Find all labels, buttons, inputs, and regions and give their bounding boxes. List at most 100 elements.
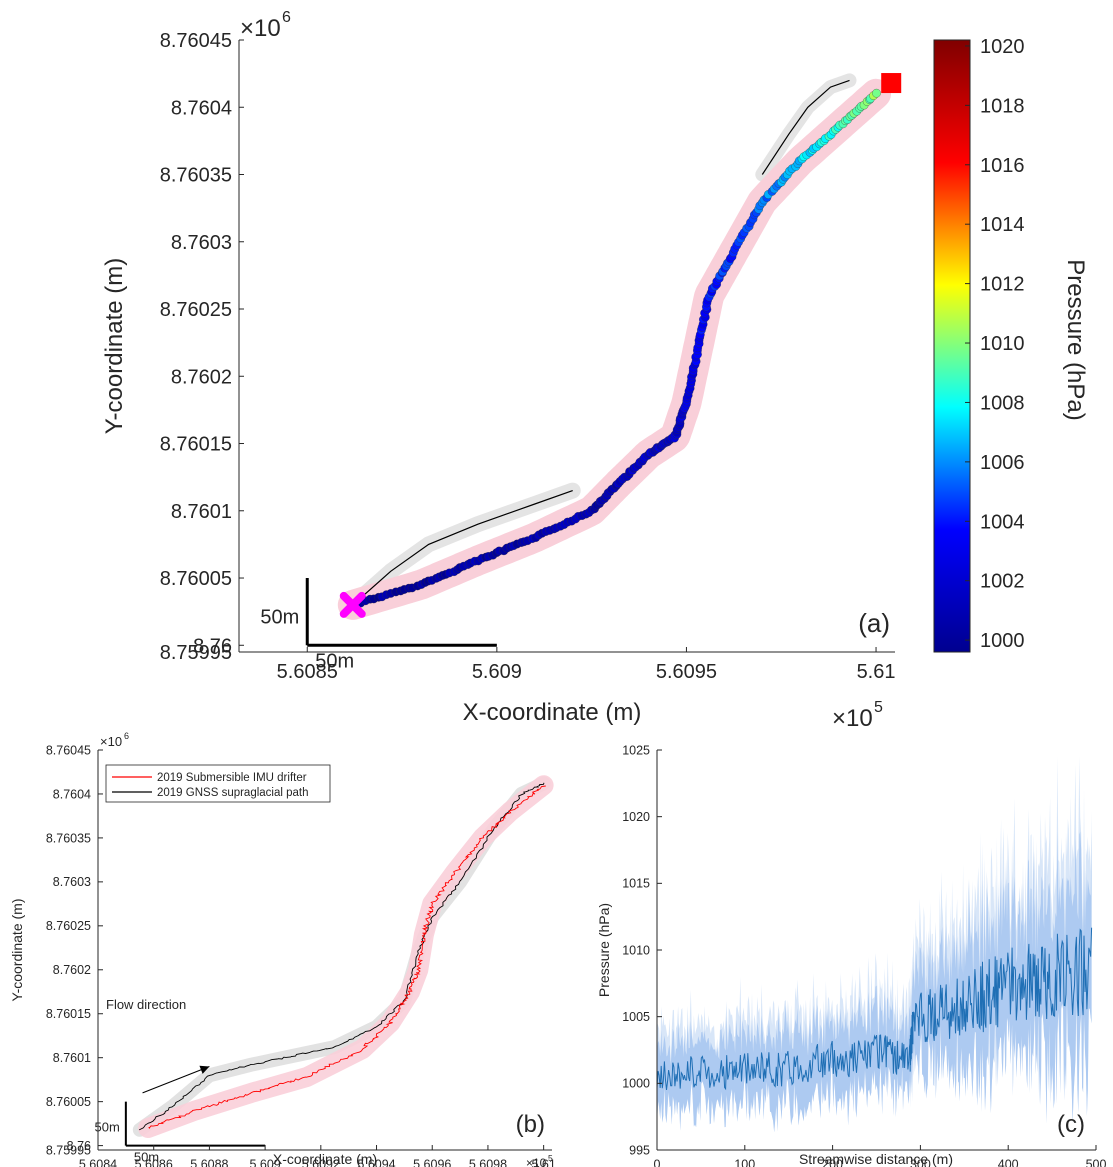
b-x-tick-label: 5.6086 — [135, 1158, 173, 1167]
b-y-tick-label: 8.76015 — [46, 1007, 91, 1021]
colorbar-tick-label: 1020 — [980, 36, 1025, 58]
b-y-tick-label: 8.76025 — [46, 919, 91, 933]
b-x-tick-label: 5.61 — [531, 1158, 555, 1167]
legend-entry: 2019 GNSS supraglacial path — [157, 787, 309, 799]
a-x-tick-label: 5.6095 — [656, 661, 717, 683]
c-x-axis-label: Streamwise distance (m) — [799, 1151, 953, 1167]
pressure-point — [872, 88, 881, 98]
panel-b: Flow direction 50m 50m 5.6084 5.6086 5.6088 5.… — [9, 731, 556, 1167]
colorbar — [933, 39, 971, 653]
a-y-exponent-label: ×10 — [240, 15, 281, 42]
b-x-tick-label: 5.6092 — [302, 1158, 340, 1167]
colorbar-tick-label: 1012 — [980, 274, 1025, 296]
c-panel-label: (c) — [1057, 1111, 1085, 1138]
b-x-tick-label: 5.6084 — [79, 1158, 117, 1167]
b-y-tick-label: 8.7604 — [53, 787, 91, 801]
a-x-exponent-label: ×10 — [832, 705, 873, 732]
colorbar-tick-label: 1006 — [980, 452, 1025, 474]
a-x-axis-label: X-coordinate (m) — [463, 699, 642, 726]
a-panel-label: (a) — [858, 608, 890, 638]
colorbar-tick-label: 1010 — [980, 333, 1025, 355]
scale-bar-y-label: 50m — [260, 606, 299, 628]
gnss-path-lower — [352, 490, 573, 606]
a-y-tick-label: 8.76 — [193, 635, 232, 657]
b-y-tick-label: 8.76035 — [46, 831, 91, 845]
a-y-axis-label: Y-coordinate (m) — [101, 258, 128, 435]
scale-bar-x-label: 50m — [315, 650, 354, 672]
c-y-axis-label: Pressure (hPa) — [596, 903, 612, 997]
legend-entry: 2019 Submersible IMU drifter — [157, 772, 307, 784]
b-y-exponent-label: ×10 — [100, 734, 122, 749]
b-y-tick-label: 8.7602 — [53, 963, 91, 977]
a-x-exponent: 5 — [874, 699, 883, 716]
b-y-tick-label: 8.75995 — [46, 1143, 91, 1157]
b-panel-label: (b) — [516, 1111, 545, 1138]
a-y-tick-label: 8.75995 — [160, 642, 232, 664]
panel-c: 0 100 200 300 400 500 995 1000 1005 1010 1015 1020 1… — [596, 743, 1106, 1167]
a-y-tick-label: 8.76035 — [160, 165, 232, 187]
a-y-exponent: 6 — [282, 9, 291, 26]
b-y-tick-label: 8.76 — [67, 1139, 91, 1153]
a-y-tick-label: 8.7601 — [171, 501, 232, 523]
a-y-tick-label: 8.76005 — [160, 568, 232, 590]
a-x-tick-label: 5.6085 — [277, 661, 338, 683]
a-x-tick-label: 5.609 — [472, 661, 522, 683]
b-y-tick-label: 8.7601 — [53, 1051, 91, 1065]
scale-bar-x-label: 50m — [134, 1150, 159, 1165]
b-y-tick-label: 8.76045 — [46, 743, 91, 757]
b-x-tick-label: 5.6096 — [413, 1158, 451, 1167]
colorbar-tick-label: 1000 — [980, 630, 1025, 652]
c-x-tick-label: 200 — [822, 1158, 843, 1167]
b-x-tick-label: 5.6088 — [190, 1158, 228, 1167]
b-x-tick-label: 5.609 — [249, 1158, 280, 1167]
a-y-tick-label: 8.7604 — [171, 97, 232, 119]
colorbar-tick-label: 1008 — [980, 392, 1025, 414]
b-x-exponent-label: ×10 — [526, 1156, 547, 1167]
legend: 2019 Submersible IMU drifter 2019 GNSS su… — [105, 764, 331, 803]
end-marker — [881, 73, 902, 94]
b-x-tick-label: 5.6098 — [469, 1158, 507, 1167]
c-y-tick-label: 995 — [629, 1143, 650, 1157]
a-x-tick-label: 5.61 — [857, 661, 896, 683]
c-x-tick-label: 300 — [910, 1158, 931, 1167]
c-y-tick-label: 1020 — [622, 810, 650, 824]
b-x-tick-label: 5.6094 — [357, 1158, 395, 1167]
scale-bar-y-label: 50m — [95, 1120, 120, 1135]
a-y-tick-label: 8.76045 — [160, 30, 232, 52]
flow-arrow-head — [199, 1065, 210, 1074]
colorbar-tick-label: 1014 — [980, 214, 1025, 236]
colorbar-label: Pressure (hPa) — [1062, 259, 1089, 420]
legend-box — [105, 764, 331, 803]
gnss-path-upper — [761, 79, 850, 175]
c-x-tick-label: 500 — [1086, 1158, 1107, 1167]
b-y-axis-label: Y-coordinate (m) — [9, 899, 25, 1002]
c-y-tick-label: 1000 — [622, 1077, 650, 1091]
colorbar-tick-label: 1004 — [980, 511, 1025, 533]
a-y-tick-label: 8.76015 — [160, 434, 232, 456]
uncertainty-band — [657, 831, 1092, 1133]
c-y-tick-label: 1025 — [622, 743, 650, 757]
b-x-axis-label: X-coordinate (m) — [273, 1151, 377, 1167]
colorbar-tick-label: 1002 — [980, 571, 1025, 593]
b-y-tick-label: 8.7603 — [53, 875, 91, 889]
gnss-path-line — [138, 782, 545, 1131]
flow-direction-label: Flow direction — [106, 997, 186, 1012]
c-y-tick-label: 1015 — [622, 877, 650, 891]
b-y-tick-label: 8.76005 — [46, 1095, 91, 1109]
pressure-line — [656, 927, 1093, 1091]
imu-path-line — [148, 785, 546, 1129]
colorbar-tick-label: 1018 — [980, 95, 1025, 117]
a-y-tick-label: 8.7602 — [171, 366, 232, 388]
c-y-tick-label: 1010 — [622, 943, 650, 957]
a-y-tick-label: 8.76025 — [160, 299, 232, 321]
start-marker — [339, 591, 366, 618]
c-y-tick-label: 1005 — [622, 1010, 650, 1024]
c-x-tick-label: 0 — [654, 1158, 661, 1167]
a-y-tick-label: 8.7603 — [171, 232, 232, 254]
b-x-exponent: 5 — [548, 1153, 553, 1163]
flow-arrow-line — [142, 1066, 210, 1094]
colorbar-tick-label: 1016 — [980, 155, 1025, 177]
c-x-tick-label: 400 — [998, 1158, 1019, 1167]
